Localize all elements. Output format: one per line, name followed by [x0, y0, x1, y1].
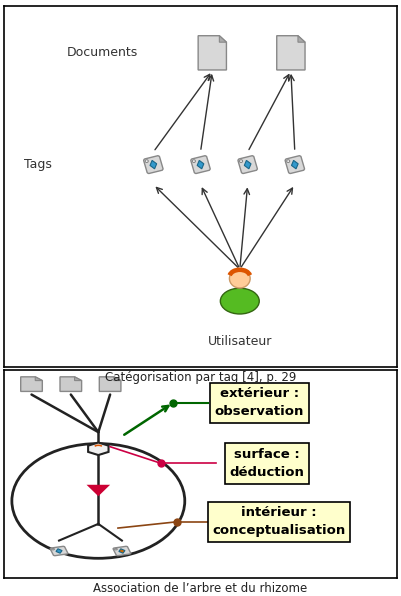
Circle shape: [95, 445, 102, 449]
Text: Documents: Documents: [67, 46, 138, 60]
Polygon shape: [285, 156, 304, 173]
Text: intérieur :
conceptualisation: intérieur : conceptualisation: [213, 506, 346, 538]
Polygon shape: [191, 156, 210, 173]
Polygon shape: [244, 160, 251, 169]
Polygon shape: [197, 160, 204, 169]
Polygon shape: [238, 156, 257, 173]
Ellipse shape: [220, 288, 259, 314]
Polygon shape: [114, 377, 121, 381]
Polygon shape: [75, 377, 82, 381]
Polygon shape: [60, 377, 82, 392]
Text: Catégorisation par tag [4], p. 29: Catégorisation par tag [4], p. 29: [105, 371, 296, 384]
Text: extérieur :
observation: extérieur : observation: [215, 387, 304, 418]
Circle shape: [229, 269, 250, 288]
Text: Association de l’arbre et du rhizome: Association de l’arbre et du rhizome: [93, 582, 308, 595]
Circle shape: [192, 160, 195, 163]
Polygon shape: [50, 547, 68, 555]
Polygon shape: [99, 377, 121, 392]
Polygon shape: [298, 36, 305, 42]
Polygon shape: [21, 377, 43, 392]
Polygon shape: [35, 377, 43, 381]
Polygon shape: [198, 36, 227, 70]
Polygon shape: [56, 549, 62, 553]
Circle shape: [239, 160, 243, 163]
Text: Tags: Tags: [24, 158, 52, 171]
Polygon shape: [150, 160, 157, 169]
Polygon shape: [292, 160, 298, 169]
Polygon shape: [87, 485, 110, 496]
Polygon shape: [119, 549, 125, 553]
Polygon shape: [113, 547, 131, 555]
Circle shape: [52, 548, 55, 550]
Text: surface :
déduction: surface : déduction: [230, 448, 305, 479]
Ellipse shape: [91, 449, 105, 454]
Polygon shape: [277, 36, 305, 70]
Circle shape: [145, 160, 148, 163]
Circle shape: [115, 548, 117, 550]
Polygon shape: [219, 36, 227, 42]
Circle shape: [287, 160, 290, 163]
Text: Utilisateur: Utilisateur: [208, 335, 272, 348]
Polygon shape: [144, 156, 163, 173]
Polygon shape: [88, 442, 109, 455]
